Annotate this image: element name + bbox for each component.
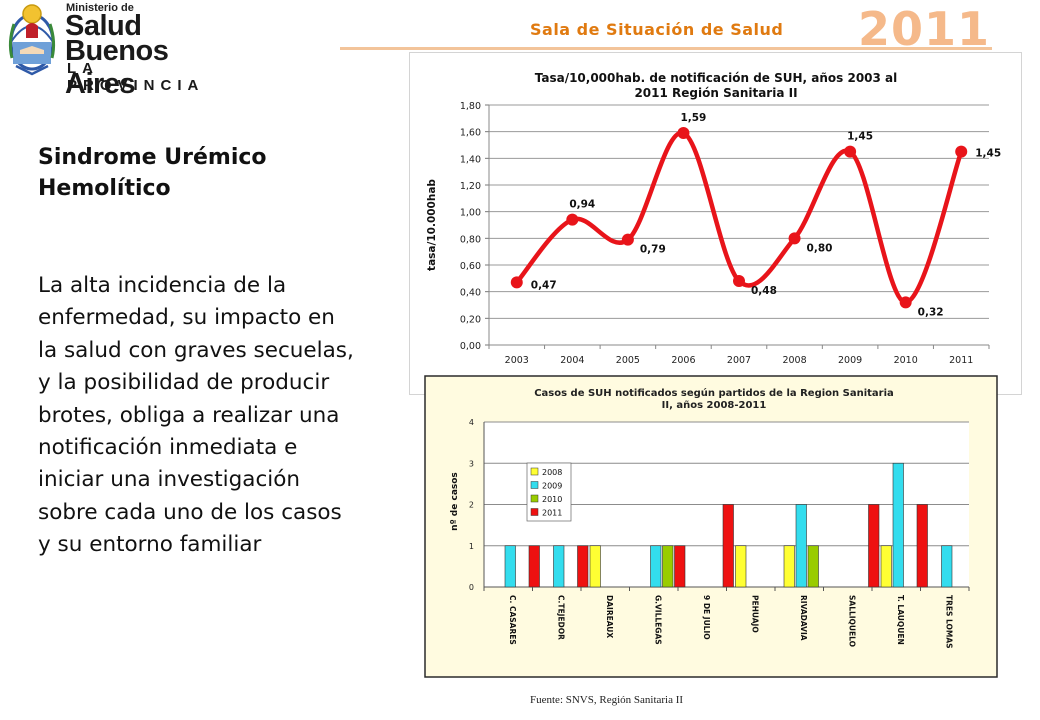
bar-2011 bbox=[916, 504, 928, 588]
x-tick-label: 9 DE JULIO bbox=[702, 595, 711, 640]
y-axis-label: tasa/10.000hab bbox=[426, 179, 438, 271]
data-label: 1,45 bbox=[975, 148, 1001, 160]
y-tick-label: 0 bbox=[469, 583, 474, 592]
legend-label: 2011 bbox=[542, 509, 562, 518]
bar-2009 bbox=[650, 545, 662, 588]
bar-2011 bbox=[674, 545, 686, 588]
header-divider bbox=[340, 47, 992, 50]
x-tick-label: C. CASARES bbox=[508, 595, 517, 645]
x-tick-label: DAIREAUX bbox=[605, 595, 614, 638]
data-label: 0,94 bbox=[569, 199, 595, 211]
bar-2011 bbox=[868, 504, 880, 588]
y-tick-label: 1,40 bbox=[460, 154, 481, 165]
data-point bbox=[844, 145, 857, 158]
x-tick-label: 2009 bbox=[838, 355, 862, 366]
x-tick-label: 2011 bbox=[949, 355, 973, 366]
legend-swatch bbox=[530, 467, 539, 476]
x-tick-label: 2006 bbox=[671, 355, 695, 366]
logo-provincia-text: LA PROVINCIA bbox=[67, 60, 205, 94]
x-tick-label: 2008 bbox=[782, 355, 806, 366]
data-point bbox=[510, 276, 523, 289]
province-logo: Ministerio de Salud Buenos Aires LA PROV… bbox=[2, 0, 217, 100]
data-point bbox=[899, 296, 912, 309]
bar-2011 bbox=[722, 504, 734, 588]
data-label: 0,48 bbox=[751, 285, 777, 297]
y-tick-label: 1,00 bbox=[460, 208, 481, 219]
data-label: 1,45 bbox=[847, 131, 873, 143]
legend-swatch bbox=[530, 508, 539, 516]
rate-line-chart: Tasa/10,000hab. de notificación de SUH, … bbox=[409, 52, 1022, 395]
x-tick-label: 2010 bbox=[894, 355, 918, 366]
bar-2010 bbox=[662, 545, 674, 588]
x-tick-label: 2005 bbox=[616, 355, 640, 366]
x-tick-label: RIVADAVIA bbox=[799, 595, 808, 641]
y-tick-label: 0,80 bbox=[460, 234, 481, 245]
logo-ministerio-text: Ministerio de bbox=[66, 2, 134, 14]
x-tick-label: C.TEJEDOR bbox=[557, 595, 566, 640]
y-tick-label: 0,40 bbox=[460, 288, 481, 299]
bar-2009 bbox=[892, 462, 904, 588]
y-axis-label: nº de casos bbox=[450, 472, 460, 531]
y-tick-label: 1,20 bbox=[460, 181, 481, 192]
data-label: 0,80 bbox=[807, 242, 833, 254]
chart-title-line: Tasa/10,000hab. de notificación de SUH, … bbox=[535, 71, 898, 85]
y-tick-label: 0,00 bbox=[460, 341, 481, 352]
bar-2009 bbox=[941, 545, 953, 588]
chart-title-line: II, años 2008-2011 bbox=[662, 400, 767, 411]
bar-2008 bbox=[880, 545, 892, 588]
y-tick-label: 0,60 bbox=[460, 261, 481, 272]
chart-title-line: Casos de SUH notificados según partidos … bbox=[534, 387, 894, 399]
description-paragraph: La alta incidencia de la enfermedad, su … bbox=[38, 273, 354, 558]
data-point bbox=[733, 275, 745, 287]
x-tick-label: 2007 bbox=[727, 355, 751, 366]
data-point bbox=[955, 145, 968, 158]
data-label: 0,32 bbox=[918, 306, 944, 318]
data-point bbox=[566, 213, 579, 226]
data-point bbox=[677, 127, 690, 139]
data-point bbox=[621, 233, 634, 246]
page-title: Sindrome Urémico Hemolítico bbox=[38, 145, 267, 201]
logo-salud-text: Salud bbox=[65, 10, 142, 42]
bar-2010 bbox=[807, 545, 819, 588]
legend-swatch bbox=[530, 494, 539, 503]
x-tick-label: TRES LOMAS bbox=[945, 595, 954, 649]
bar-2009 bbox=[795, 504, 807, 588]
y-tick-label: 2 bbox=[469, 501, 474, 510]
coat-of-arms-icon bbox=[8, 4, 56, 76]
bar-2008 bbox=[783, 545, 795, 588]
y-tick-label: 0,20 bbox=[460, 314, 481, 325]
bar-2009 bbox=[553, 545, 565, 588]
x-tick-label: 2004 bbox=[560, 355, 584, 366]
legend-swatch bbox=[530, 481, 539, 489]
y-tick-label: 1 bbox=[469, 542, 474, 551]
x-tick-label: T. LAUQUEN bbox=[896, 595, 905, 645]
data-label: 0,79 bbox=[640, 244, 666, 256]
source-note: Fuente: SNVS, Región Sanitaria II bbox=[530, 694, 684, 706]
y-tick-label: 4 bbox=[469, 418, 474, 427]
y-tick-label: 1,80 bbox=[460, 101, 481, 112]
bar-2009 bbox=[504, 545, 516, 588]
chart-title-line: 2011 Región Sanitaria II bbox=[634, 86, 797, 100]
logo-buenos-aires-text: Buenos Aires bbox=[65, 35, 169, 100]
bar-2011 bbox=[528, 545, 540, 588]
legend-label: 2009 bbox=[542, 482, 562, 491]
y-tick-label: 3 bbox=[469, 459, 474, 468]
x-tick-label: SALLIQUELO bbox=[848, 595, 857, 647]
legend-label: 2008 bbox=[542, 468, 562, 477]
bar-2008 bbox=[589, 545, 601, 588]
data-label: 1,59 bbox=[680, 112, 706, 124]
data-label: 0,47 bbox=[531, 279, 557, 291]
legend-label: 2010 bbox=[542, 495, 562, 504]
data-point bbox=[788, 232, 801, 245]
x-tick-label: 2003 bbox=[505, 355, 529, 366]
bar-2008 bbox=[735, 545, 747, 588]
header-title: Sala de Situación de Salud bbox=[530, 20, 784, 39]
bar-2011 bbox=[577, 545, 589, 588]
y-tick-label: 1,60 bbox=[460, 128, 481, 139]
x-tick-label: PEHUAJO bbox=[751, 595, 760, 633]
x-tick-label: G.VILLEGAS bbox=[654, 595, 663, 645]
cases-bar-chart: Casos de SUH notificados según partidos … bbox=[424, 375, 998, 678]
